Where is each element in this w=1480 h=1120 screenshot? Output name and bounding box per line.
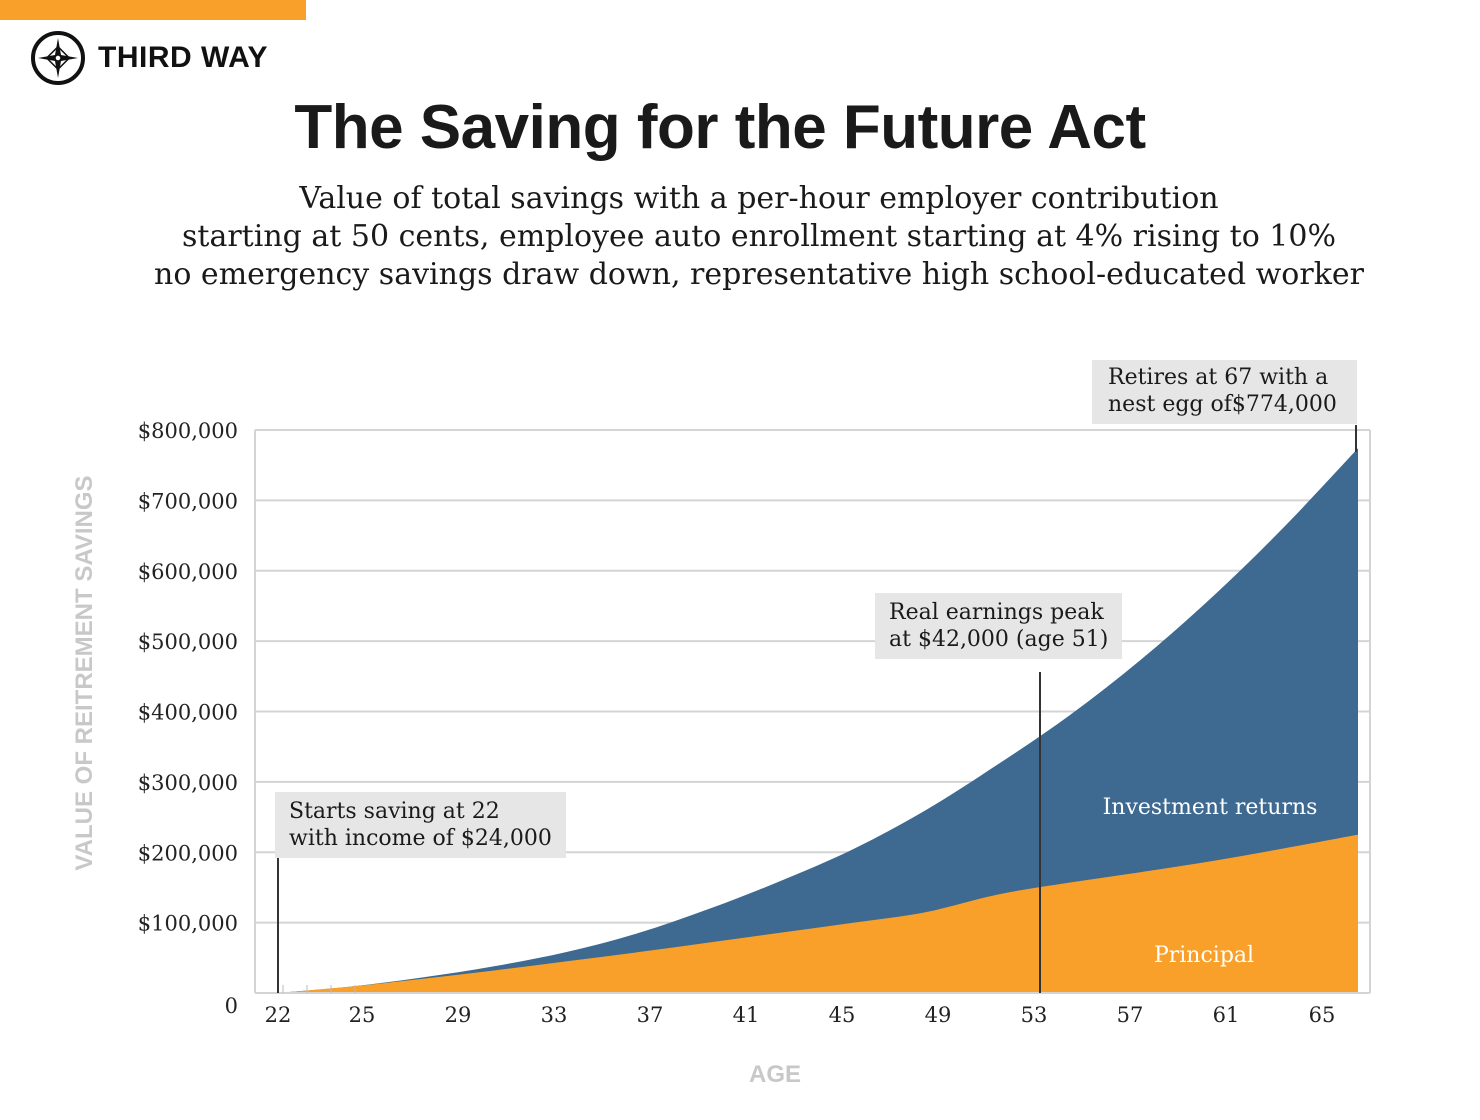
subtitle: Value of total savings with a per-hour e… <box>0 180 1480 294</box>
annotation-peak: Real earnings peak at $42,000 (age 51) <box>875 593 1123 659</box>
subtitle-line-2: starting at 50 cents, employee auto enro… <box>182 219 1336 254</box>
subtitle-line-3: no emergency savings draw down, represen… <box>154 257 1364 292</box>
x-tick-label: 53 <box>1021 1003 1048 1027</box>
y-tick-label: $200,000 <box>138 841 238 865</box>
investment-returns-area <box>278 448 1358 993</box>
x-tick-label: 37 <box>637 1003 664 1027</box>
y-tick-label: $500,000 <box>138 630 238 654</box>
compass-icon <box>31 31 85 85</box>
x-tick-label: 65 <box>1309 1003 1336 1027</box>
y-tick-label: 0 <box>225 994 238 1018</box>
x-axis-title: AGE <box>749 1061 801 1088</box>
x-tick-label: 45 <box>829 1003 856 1027</box>
y-tick-label: $100,000 <box>138 912 238 936</box>
x-tick-label: 25 <box>349 1003 376 1027</box>
x-tick-label: 29 <box>445 1003 472 1027</box>
annotation-retire-line-1: Retires at 67 with a <box>1108 365 1329 390</box>
accent-bar <box>0 0 306 20</box>
principal-area <box>278 834 1358 993</box>
series-label-principal: Principal <box>1154 943 1254 968</box>
annotation-start-line-1: Starts saving at 22 <box>289 799 500 824</box>
x-tick-label: 33 <box>541 1003 568 1027</box>
x-tick-label: 49 <box>925 1003 952 1027</box>
subtitle-line-1: Value of total savings with a per-hour e… <box>299 181 1219 216</box>
y-tick-label: $800,000 <box>138 419 238 443</box>
x-tick-label: 61 <box>1213 1003 1240 1027</box>
x-tick-label: 41 <box>733 1003 760 1027</box>
y-tick-label: $400,000 <box>138 701 238 725</box>
series-label-investment-returns: Investment returns <box>1103 795 1318 820</box>
page-title: The Saving for the Future Act <box>294 93 1146 162</box>
y-tick-label: $600,000 <box>138 560 238 584</box>
third-way-logo: THIRD WAY <box>30 30 268 86</box>
annotation-retire: Retires at 67 with a nest egg of$774,000 <box>1092 360 1357 424</box>
annotation-start: Starts saving at 22 with income of $24,0… <box>275 792 566 858</box>
y-tick-label: $300,000 <box>138 771 238 795</box>
y-axis-title: VALUE OF REITREMENT SAVINGS <box>71 475 98 870</box>
annotation-peak-line-1: Real earnings peak <box>889 600 1104 625</box>
annotation-start-line-2: with income of $24,000 <box>289 826 552 851</box>
annotation-peak-line-2: at $42,000 (age 51) <box>889 627 1109 652</box>
x-tick-label: 22 <box>265 1003 292 1027</box>
x-tick-label: 57 <box>1117 1003 1144 1027</box>
annotation-retire-line-2: nest egg of$774,000 <box>1108 392 1337 417</box>
y-tick-label: $700,000 <box>138 489 238 513</box>
logo-text: THIRD WAY <box>98 41 269 74</box>
